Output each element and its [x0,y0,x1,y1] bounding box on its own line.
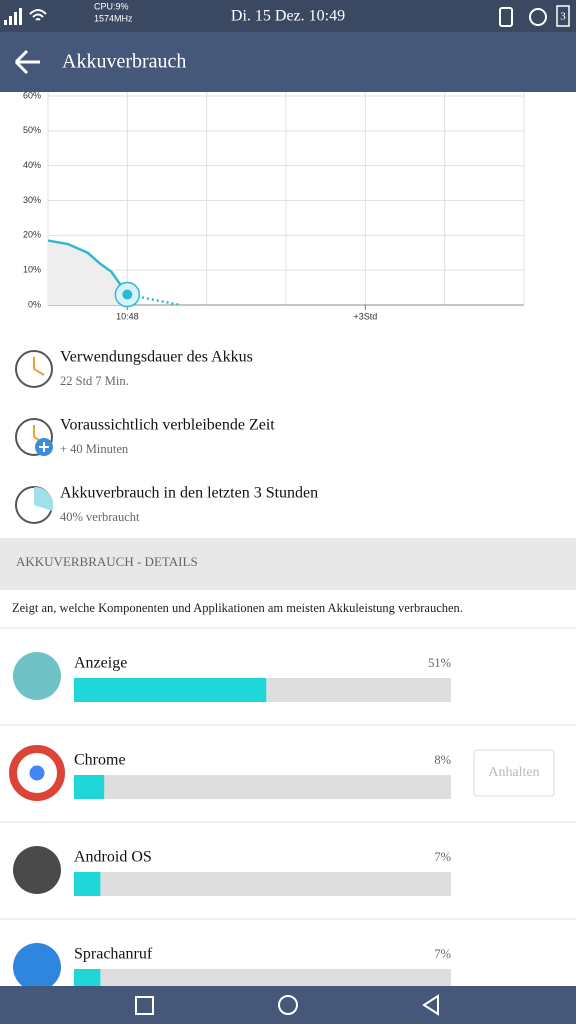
usage-bar [74,872,101,896]
clock-hands [33,357,45,376]
y-tick-label: 20% [23,230,41,240]
app-name: Sprachanruf [74,946,153,963]
app-icon [13,846,61,894]
x-tick-label: 10:48 [116,311,139,321]
usage-track [74,872,451,896]
app-name: Anzeige [74,655,127,672]
y-tick-label: 30% [23,195,41,205]
recents-button[interactable] [135,996,154,1015]
y-tick-label: 40% [23,160,41,170]
cpu-text: CPU:9% [94,1,129,11]
y-tick-label: 0% [28,299,41,309]
section-title: AKKUVERBRAUCH - DETAILS [16,554,198,569]
back-nav-button[interactable] [422,994,439,1016]
app-percent: 8% [434,753,451,767]
stop-button-label[interactable]: Anhalten [488,765,539,780]
app-icon [13,943,61,991]
page-title: Akkuverbrauch [62,51,186,73]
y-tick-label: 50% [23,125,41,135]
app-icon [13,652,61,700]
battery-icon [556,5,570,27]
nav-bar [0,986,576,1024]
back-button[interactable] [14,49,40,75]
app-bar [0,32,576,92]
info-detail: + 40 Minuten [60,442,129,456]
battery-text: 3 [560,11,566,23]
info-detail: 22 Std 7 Min. [60,374,129,388]
app-name: Android OS [74,849,152,866]
info-title: Akkuverbrauch in den letzten 3 Stunden [60,485,318,502]
x-tick-label: +3Std [353,311,377,321]
info-title: Verwendungsdauer des Akkus [60,349,253,366]
wifi-icon [29,9,47,21]
vibrate-icon [499,7,513,27]
usage-bar [74,775,105,799]
section-description: Zeigt an, welche Komponenten und Applika… [12,601,463,615]
app-percent: 51% [428,656,451,670]
stop-button[interactable] [473,749,555,797]
freq-text: 1574MHz [94,13,133,23]
plus [39,442,49,452]
alarm-icon [529,8,547,26]
app-name: Chrome [74,752,126,769]
status-bar [0,0,576,32]
y-tick-label: 60% [23,90,41,100]
clock: Di. 15 Dez. 10:49 [231,8,345,25]
battery-line [127,293,181,307]
current-marker [122,289,133,300]
signal-icon [4,8,22,25]
usage-bar [74,678,267,702]
home-button[interactable] [278,995,298,1015]
app-percent: 7% [434,947,451,961]
section-header [0,538,576,590]
app-percent: 7% [434,850,451,864]
usage-track [74,775,451,799]
battery-line [47,239,129,296]
pie-slice [34,486,54,511]
info-detail: 40% verbraucht [60,510,140,524]
y-tick-label: 10% [23,265,41,275]
app-icon-center [26,762,48,784]
info-title: Voraussichtlich verbleibende Zeit [60,417,275,434]
area-fill [48,240,128,305]
